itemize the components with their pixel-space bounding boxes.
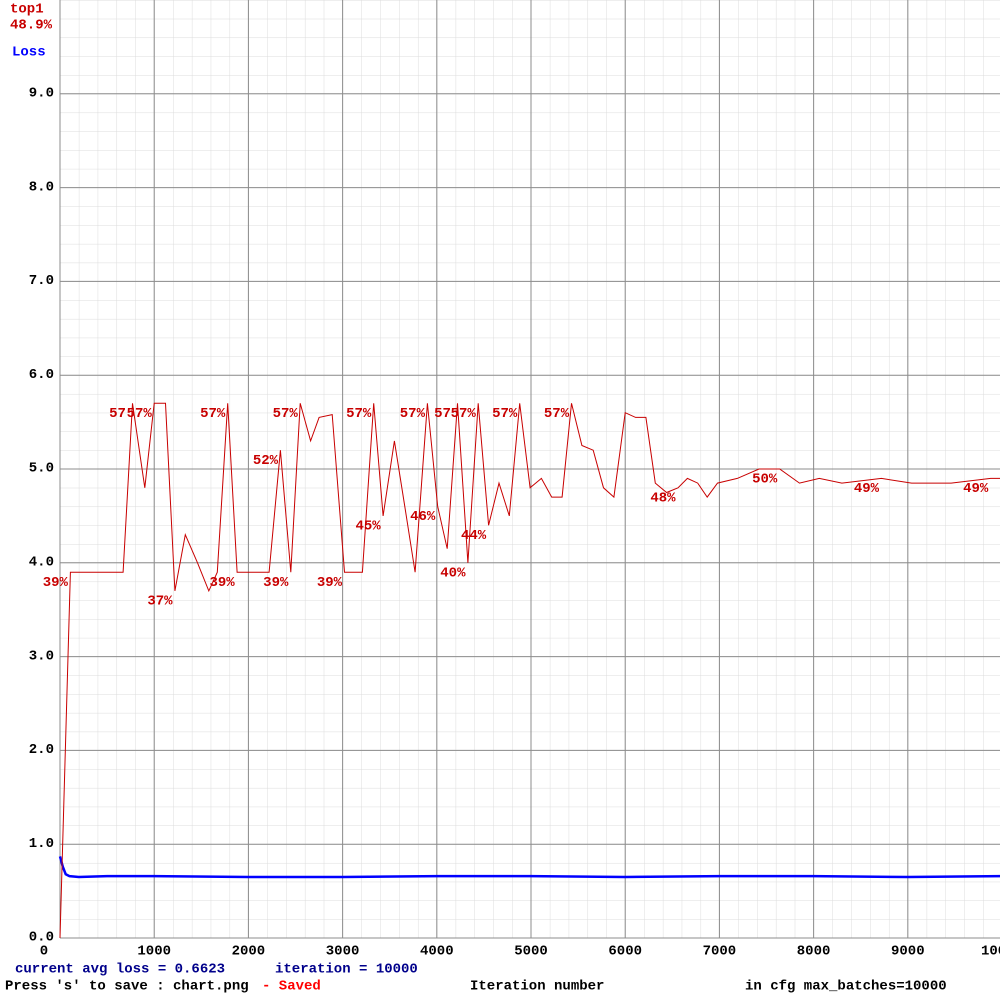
y-tick-label: 0.0 xyxy=(29,930,54,946)
data-label: 57% xyxy=(200,406,226,422)
x-tick-label: 5000 xyxy=(514,944,548,960)
save-hint: Press 's' to save : chart.png xyxy=(5,979,249,995)
y-tick-label: 5.0 xyxy=(29,461,54,477)
series-line xyxy=(59,402,1000,939)
legend-top1: top1 xyxy=(10,2,44,18)
x-tick-label: 10000 xyxy=(981,944,1000,960)
data-label: 45% xyxy=(355,519,381,535)
data-label: 57% xyxy=(451,406,477,422)
x-tick-label: 9000 xyxy=(891,944,925,960)
data-label: 39% xyxy=(43,575,69,591)
x-tick-label: 2000 xyxy=(232,944,266,960)
data-label: 57% xyxy=(346,406,372,422)
avg-loss: current avg loss = 0.6623 xyxy=(15,962,225,978)
data-label: 57 xyxy=(434,406,451,422)
data-label: 37% xyxy=(147,594,173,610)
data-label: 39% xyxy=(263,575,289,591)
data-label: 39% xyxy=(317,575,343,591)
grid xyxy=(59,0,1000,939)
data-label: 46% xyxy=(410,509,436,525)
data-label: 50% xyxy=(752,472,778,488)
current-top1: 48.9% xyxy=(10,18,53,34)
x-tick-label: 3000 xyxy=(326,944,360,960)
y-tick-label: 4.0 xyxy=(29,555,54,571)
data-label: 39% xyxy=(209,575,235,591)
y-tick-label: 8.0 xyxy=(29,179,54,195)
x-tick-label: 8000 xyxy=(797,944,831,960)
data-label: 57% xyxy=(544,406,570,422)
data-label: 40% xyxy=(440,566,466,582)
data-label: 57% xyxy=(127,406,153,422)
y-tick-label: 2.0 xyxy=(29,742,54,758)
y-tick-label: 1.0 xyxy=(29,836,54,852)
max-batches: in cfg max_batches=10000 xyxy=(745,979,947,995)
data-label: 57% xyxy=(400,406,426,422)
legend-loss: Loss xyxy=(12,45,46,61)
y-tick-label: 6.0 xyxy=(29,367,54,383)
data-label: 44% xyxy=(461,528,487,544)
y-tick-label: 9.0 xyxy=(29,86,54,102)
x-tick-label: 4000 xyxy=(420,944,454,960)
y-tick-label: 7.0 xyxy=(29,273,54,289)
plot xyxy=(58,402,1000,939)
x-tick-label: 1000 xyxy=(137,944,171,960)
series-line xyxy=(58,856,1000,879)
data-label: 49% xyxy=(963,481,989,497)
data-label: 49% xyxy=(854,481,880,497)
data-label: 48% xyxy=(650,490,676,506)
data-label: 57% xyxy=(492,406,518,422)
data-label: 57 xyxy=(109,406,126,422)
x-tick-label: 6000 xyxy=(608,944,642,960)
y-tick-label: 3.0 xyxy=(29,648,54,664)
x-tick-label: 0 xyxy=(40,944,48,960)
saved-status: - Saved xyxy=(262,979,321,995)
x-axis-label: Iteration number xyxy=(470,979,604,995)
data-label: 57% xyxy=(273,406,299,422)
data-label: 52% xyxy=(253,453,279,469)
labels: 0.0 1.0 2.0 3.0 4.0 5.0 6.0 7.0 8.0 9.0 0 1000 2000 3… xyxy=(29,86,1000,960)
iteration: iteration = 10000 xyxy=(275,962,418,978)
x-tick-label: 7000 xyxy=(703,944,737,960)
